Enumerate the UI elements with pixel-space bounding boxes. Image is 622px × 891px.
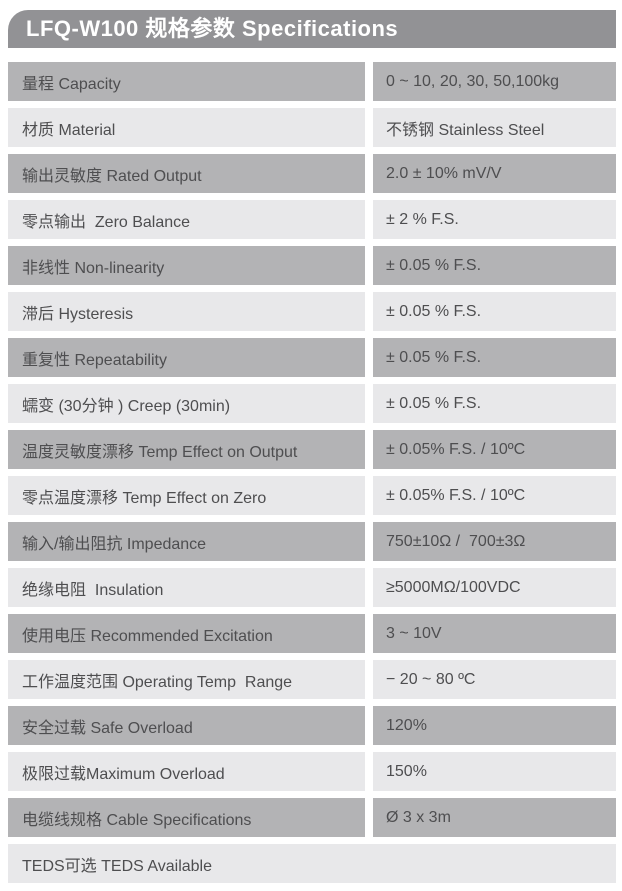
table-row: 电缆线规格 Cable Specifications Ø 3 x 3m bbox=[8, 798, 616, 837]
spec-label: 输出灵敏度 Rated Output bbox=[8, 154, 365, 193]
spec-value: ± 0.05% F.S. / 10ºC bbox=[373, 476, 616, 515]
table-row: 零点温度漂移 Temp Effect on Zero ± 0.05% F.S. … bbox=[8, 476, 616, 515]
table-row: 温度灵敏度漂移 Temp Effect on Output ± 0.05% F.… bbox=[8, 430, 616, 469]
table-row: 零点输出 Zero Balance ± 2 % F.S. bbox=[8, 200, 616, 239]
spec-value: ± 0.05 % F.S. bbox=[373, 384, 616, 423]
table-row: 重复性 Repeatability ± 0.05 % F.S. bbox=[8, 338, 616, 377]
spec-label: 使用电压 Recommended Excitation bbox=[8, 614, 365, 653]
spec-label: 重复性 Repeatability bbox=[8, 338, 365, 377]
table-row: 输入/输出阻抗 Impedance 750±10Ω / 700±3Ω bbox=[8, 522, 616, 561]
table-row: 极限过载Maximum Overload 150% bbox=[8, 752, 616, 791]
spec-label: 电缆线规格 Cable Specifications bbox=[8, 798, 365, 837]
spec-value: 150% bbox=[373, 752, 616, 791]
page-title: LFQ-W100 规格参数 Specifications bbox=[8, 10, 616, 48]
spec-table: 量程 Capacity 0 ~ 10, 20, 30, 50,100kg 材质 … bbox=[8, 62, 616, 883]
table-row: 非线性 Non-linearity ± 0.05 % F.S. bbox=[8, 246, 616, 285]
spec-label: 工作温度范围 Operating Temp Range bbox=[8, 660, 365, 699]
spec-value: ± 0.05 % F.S. bbox=[373, 246, 616, 285]
spec-value: 120% bbox=[373, 706, 616, 745]
table-row: 蠕变 (30分钟 ) Creep (30min) ± 0.05 % F.S. bbox=[8, 384, 616, 423]
table-row: 安全过载 Safe Overload 120% bbox=[8, 706, 616, 745]
table-row: 滞后 Hysteresis ± 0.05 % F.S. bbox=[8, 292, 616, 331]
spec-value: 2.0 ± 10% mV/V bbox=[373, 154, 616, 193]
spec-label: 材质 Material bbox=[8, 108, 365, 147]
table-row: 量程 Capacity 0 ~ 10, 20, 30, 50,100kg bbox=[8, 62, 616, 101]
spec-label: 输入/输出阻抗 Impedance bbox=[8, 522, 365, 561]
table-row: 绝缘电阻 Insulation ≥5000MΩ/100VDC bbox=[8, 568, 616, 607]
spec-value: 750±10Ω / 700±3Ω bbox=[373, 522, 616, 561]
spec-label: 零点输出 Zero Balance bbox=[8, 200, 365, 239]
spec-label: 量程 Capacity bbox=[8, 62, 365, 101]
spec-label: 绝缘电阻 Insulation bbox=[8, 568, 365, 607]
table-row: 输出灵敏度 Rated Output 2.0 ± 10% mV/V bbox=[8, 154, 616, 193]
spec-value: 不锈钢 Stainless Steel bbox=[373, 108, 616, 147]
table-row: 工作温度范围 Operating Temp Range − 20 ~ 80 ºC bbox=[8, 660, 616, 699]
spec-label: TEDS可选 TEDS Available bbox=[8, 844, 616, 883]
spec-label: 蠕变 (30分钟 ) Creep (30min) bbox=[8, 384, 365, 423]
spec-value: 3 ~ 10V bbox=[373, 614, 616, 653]
spec-sheet: LFQ-W100 规格参数 Specifications 量程 Capacity… bbox=[8, 0, 616, 883]
spec-value: ≥5000MΩ/100VDC bbox=[373, 568, 616, 607]
spec-value: 0 ~ 10, 20, 30, 50,100kg bbox=[373, 62, 616, 101]
spec-label: 非线性 Non-linearity bbox=[8, 246, 365, 285]
table-row: TEDS可选 TEDS Available bbox=[8, 844, 616, 883]
spec-label: 安全过载 Safe Overload bbox=[8, 706, 365, 745]
spec-value: ± 0.05% F.S. / 10ºC bbox=[373, 430, 616, 469]
spec-value: − 20 ~ 80 ºC bbox=[373, 660, 616, 699]
spec-value: ± 0.05 % F.S. bbox=[373, 292, 616, 331]
spec-label: 滞后 Hysteresis bbox=[8, 292, 365, 331]
table-row: 材质 Material 不锈钢 Stainless Steel bbox=[8, 108, 616, 147]
spec-value: ± 2 % F.S. bbox=[373, 200, 616, 239]
spec-label: 零点温度漂移 Temp Effect on Zero bbox=[8, 476, 365, 515]
spec-value: ± 0.05 % F.S. bbox=[373, 338, 616, 377]
table-row: 使用电压 Recommended Excitation 3 ~ 10V bbox=[8, 614, 616, 653]
spec-label: 极限过载Maximum Overload bbox=[8, 752, 365, 791]
spec-label: 温度灵敏度漂移 Temp Effect on Output bbox=[8, 430, 365, 469]
spec-value: Ø 3 x 3m bbox=[373, 798, 616, 837]
